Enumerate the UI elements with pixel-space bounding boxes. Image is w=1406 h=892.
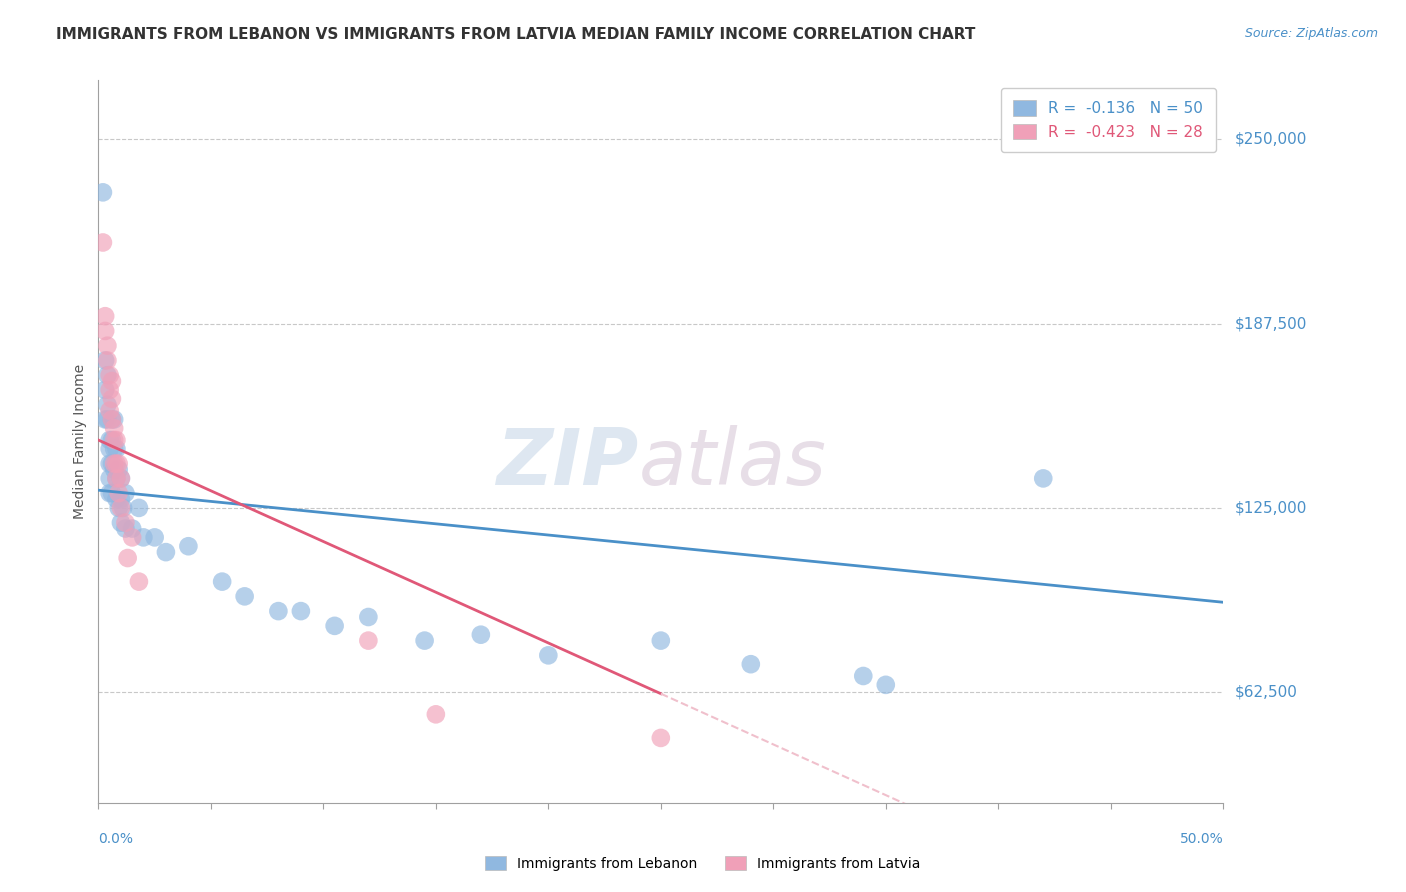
Point [94, 353, 117, 368]
Point [94, 412, 117, 426]
Point [425, 707, 447, 722]
Point [470, 628, 492, 642]
Point [105, 471, 128, 485]
Point [117, 551, 139, 566]
Point [852, 669, 875, 683]
Point [211, 574, 233, 589]
Point [98, 403, 121, 417]
Point [107, 500, 129, 515]
Point [112, 500, 135, 515]
Point [233, 590, 256, 604]
Text: Source: ZipAtlas.com: Source: ZipAtlas.com [1244, 27, 1378, 40]
Point [875, 678, 897, 692]
Point [96, 339, 118, 353]
Point [103, 412, 125, 426]
Point [740, 657, 762, 672]
Text: 50.0%: 50.0% [1180, 831, 1223, 846]
Point [98, 433, 121, 447]
Point [98, 383, 121, 397]
Point [96, 368, 118, 383]
Point [105, 433, 128, 447]
Point [114, 486, 136, 500]
Point [96, 398, 118, 412]
Point [98, 368, 121, 383]
Text: IMMIGRANTS FROM LEBANON VS IMMIGRANTS FROM LATVIA MEDIAN FAMILY INCOME CORRELATI: IMMIGRANTS FROM LEBANON VS IMMIGRANTS FR… [56, 27, 976, 42]
Point [357, 633, 380, 648]
Point [98, 442, 121, 456]
Point [128, 500, 150, 515]
Text: $187,500: $187,500 [1234, 316, 1306, 331]
Point [103, 433, 125, 447]
Point [98, 486, 121, 500]
Y-axis label: Median Family Income: Median Family Income [73, 364, 87, 519]
Point [105, 471, 128, 485]
Point [413, 633, 436, 648]
Point [91, 235, 114, 250]
Text: atlas: atlas [638, 425, 827, 501]
Point [94, 309, 117, 323]
Point [177, 539, 200, 553]
Point [103, 462, 125, 476]
Point [110, 500, 132, 515]
Point [98, 457, 121, 471]
Point [114, 522, 136, 536]
Point [101, 392, 124, 406]
Point [128, 574, 150, 589]
Point [96, 353, 118, 368]
Point [101, 486, 124, 500]
Legend: R =  -0.136   N = 50, R =  -0.423   N = 28: R = -0.136 N = 50, R = -0.423 N = 28 [1001, 88, 1216, 152]
Legend: Immigrants from Lebanon, Immigrants from Latvia: Immigrants from Lebanon, Immigrants from… [479, 850, 927, 876]
Point [101, 457, 124, 471]
Point [91, 186, 114, 200]
Text: 0.0%: 0.0% [98, 831, 134, 846]
Text: $250,000: $250,000 [1234, 132, 1306, 147]
Point [121, 522, 143, 536]
Text: ZIP: ZIP [496, 425, 638, 501]
Point [650, 731, 672, 745]
Point [94, 324, 117, 338]
Point [114, 516, 136, 530]
Text: $62,500: $62,500 [1234, 685, 1298, 699]
Point [110, 471, 132, 485]
Point [96, 412, 118, 426]
Point [650, 633, 672, 648]
Point [98, 471, 121, 485]
Point [101, 374, 124, 388]
Point [103, 421, 125, 435]
Point [103, 442, 125, 456]
Point [323, 619, 346, 633]
Point [101, 412, 124, 426]
Point [155, 545, 177, 559]
Text: $125,000: $125,000 [1234, 500, 1306, 516]
Point [290, 604, 312, 618]
Point [101, 433, 124, 447]
Point [107, 486, 129, 500]
Point [132, 530, 155, 544]
Point [105, 491, 128, 506]
Point [101, 412, 124, 426]
Point [121, 530, 143, 544]
Point [105, 442, 128, 456]
Point [110, 491, 132, 506]
Point [357, 610, 380, 624]
Point [143, 530, 166, 544]
Point [110, 516, 132, 530]
Point [537, 648, 560, 663]
Point [107, 462, 129, 476]
Point [1032, 471, 1054, 485]
Point [103, 457, 125, 471]
Point [110, 471, 132, 485]
Point [107, 457, 129, 471]
Point [94, 383, 117, 397]
Point [267, 604, 290, 618]
Point [105, 457, 128, 471]
